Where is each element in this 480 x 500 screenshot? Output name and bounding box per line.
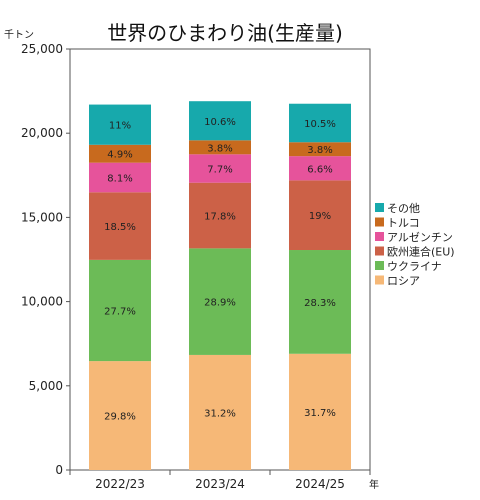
data-label: 8.1% (107, 173, 132, 184)
data-label: 3.8% (307, 145, 332, 156)
chart-title: 世界のひまわり油(生産量) (107, 21, 343, 45)
legend-swatch (375, 217, 384, 227)
data-label: 17.8% (204, 212, 236, 223)
data-label: 29.8% (104, 412, 136, 423)
data-label: 11% (109, 121, 131, 132)
bar-segment (89, 361, 151, 470)
bar-segment (189, 140, 251, 155)
legend-swatch (375, 275, 384, 285)
bar-segment (89, 144, 151, 163)
data-label: 6.6% (307, 164, 332, 175)
data-label: 31.7% (304, 408, 336, 419)
x-tick-label: 2023/24 (195, 477, 245, 491)
data-label: 3.8% (207, 143, 232, 154)
data-label: 28.3% (304, 298, 336, 309)
bar-segment (289, 250, 351, 354)
legend-label: ロシア (387, 275, 420, 288)
bar-segment (289, 142, 351, 157)
y-tick-label: 25,000 (21, 42, 63, 56)
data-label: 10.5% (304, 119, 336, 130)
legend-swatch (375, 203, 384, 212)
bar-segment (289, 156, 351, 181)
y-tick-label: 10,000 (21, 295, 63, 309)
bar-segment (89, 192, 151, 260)
y-tick-label: 15,000 (21, 210, 63, 224)
x-unit-label: 年 (369, 478, 379, 491)
legend-label: 欧州連合(EU) (387, 245, 455, 259)
legend-swatch (375, 232, 384, 241)
x-tick-label: 2024/25 (295, 477, 345, 491)
bar-segment (189, 101, 251, 141)
bar-segment (89, 162, 151, 193)
bar-segment (189, 248, 251, 355)
data-label: 27.7% (104, 306, 136, 317)
data-label: 28.9% (204, 298, 236, 309)
y-tick-label: 5,000 (29, 379, 63, 393)
legend-label: アルゼンチン (387, 231, 453, 244)
data-label: 31.2% (204, 408, 236, 419)
legend-label: その他 (387, 202, 420, 215)
data-label: 10.6% (204, 117, 236, 128)
data-label: 19% (309, 211, 331, 222)
bar-segment (289, 103, 351, 143)
bar-segment (289, 180, 351, 251)
bar-segment (89, 104, 151, 145)
bar-segment (189, 182, 251, 249)
data-label: 4.9% (107, 150, 132, 161)
legend-swatch (375, 246, 384, 256)
legend-label: ウクライナ (387, 260, 442, 273)
legend-swatch (375, 261, 384, 270)
bar-segment (89, 259, 151, 362)
legend-label: トルコ (387, 217, 420, 230)
y-tick-label: 0 (55, 463, 63, 477)
plot-area: 0 5,000 10,000 15,000 20,000 25,000 2022/23 202… (21, 42, 371, 491)
data-label: 7.7% (207, 165, 232, 176)
y-unit-label: 千トン (4, 29, 34, 41)
bar-segment (189, 154, 251, 183)
data-label: 18.5% (104, 222, 136, 233)
y-tick-label: 20,000 (21, 126, 63, 140)
bar-segment (289, 353, 351, 470)
bar-segment (189, 354, 251, 470)
x-tick-label: 2022/23 (95, 477, 145, 491)
